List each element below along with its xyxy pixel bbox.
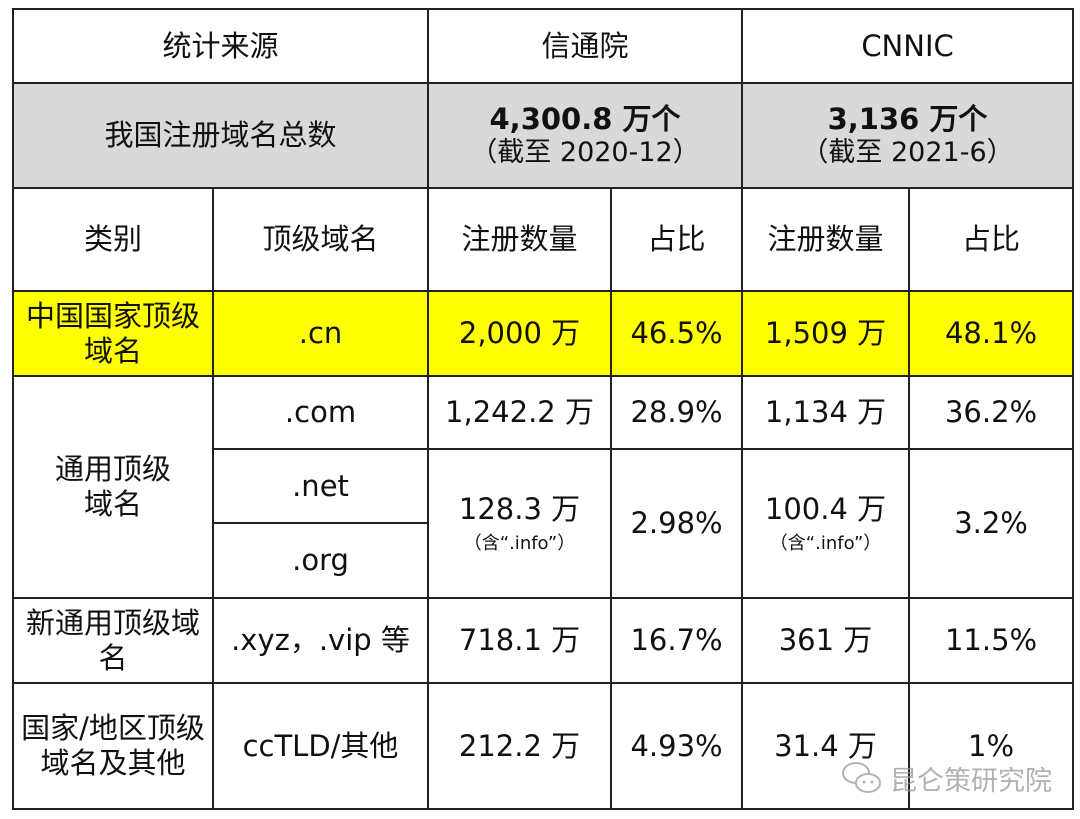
table-row: .net 128.3 万 （含“.info”） 2.98% 100.4 万 （含“.…: [13, 448, 1075, 599]
caict-share-cell: 46.5%: [610, 290, 744, 377]
caict-count-cell: 128.3 万 （含“.info”）: [427, 448, 613, 599]
col-caict-share: 占比: [610, 187, 744, 292]
cnnic-note: （含“.info”）: [769, 533, 882, 555]
cnnic-count-cell: 100.4 万 （含“.info”）: [741, 448, 911, 599]
cnnic-count-cell: 31.4 万: [741, 682, 911, 810]
col-caict-count: 注册数量: [427, 187, 613, 292]
col-cnnic-share: 占比: [908, 187, 1075, 292]
table-row: .org: [13, 522, 1073, 599]
category-cell: 国家/地区顶级域名及其他: [12, 682, 214, 810]
caict-total-date: （截至 2020-12）: [470, 136, 700, 168]
caict-header: 信通院: [427, 8, 744, 84]
col-tld: 顶级域名: [211, 187, 430, 292]
category-cell: 中国国家顶级域名: [12, 290, 214, 377]
watermark: 昆仑策研究院: [840, 758, 1052, 798]
caict-count-cell: 1,242.2 万: [427, 375, 613, 450]
caict-total-value: 4,300.8 万个: [489, 101, 681, 136]
cnnic-share-cell: 48.1%: [908, 290, 1075, 377]
wechat-icon: [842, 762, 881, 793]
cnnic-share-cell: 1%: [908, 682, 1075, 810]
table-row: 国家/地区顶级域名及其他 ccTLD/其他 212.2 万 4.93% 31.4…: [12, 682, 1075, 810]
cnnic-count-cell: 361 万: [741, 597, 911, 684]
caict-share-cell: 28.9%: [610, 375, 744, 450]
cnnic-share-cell: 11.5%: [908, 597, 1075, 684]
caict-note: （含“.info”）: [463, 533, 576, 555]
total-label: 我国注册域名总数: [11, 82, 430, 189]
caict-share-cell: 2.98%: [610, 448, 744, 599]
cnnic-header: CNNIC: [741, 8, 1075, 84]
caict-count-cell: 2,000 万: [427, 290, 613, 377]
domain-stats-table: 统计来源 信通院 CNNIC 我国注册域名总数 4,300.8 万个 （截至 20…: [11, 8, 1075, 810]
col-category: 类别: [12, 187, 214, 292]
category-cell: 通用顶级域名: [12, 375, 214, 599]
tld-cell: ccTLD/其他: [211, 682, 430, 810]
cnnic-share-cell: 3.2%: [908, 448, 1075, 599]
cnnic-total-date: （截至 2021-6）: [801, 136, 1014, 168]
caict-count-value: 128.3 万: [458, 492, 581, 527]
caict-count-cell: 212.2 万: [427, 682, 613, 810]
caict-total: 4,300.8 万个 （截至 2020-12）: [427, 82, 744, 189]
caict-share-cell: 16.7%: [610, 597, 744, 684]
tld-cell: .com: [211, 375, 430, 450]
cnnic-count-value: 100.4 万: [764, 492, 887, 527]
cnnic-count-cell: 1,509 万: [741, 290, 911, 377]
table-row: 新通用顶级域名 .xyz，.vip 等 718.1 万 16.7% 361 万 …: [12, 597, 1075, 684]
tld-cell: .org: [211, 522, 430, 599]
watermark-text: 昆仑策研究院: [890, 765, 1052, 797]
cnnic-total-value: 3,136 万个: [827, 101, 988, 136]
col-cnnic-count: 注册数量: [741, 187, 911, 292]
table-row: 通用顶级域名 .com 1,242.2 万 28.9% 1,134 万 36.2…: [12, 375, 1075, 599]
cnnic-count-cell: 1,134 万: [741, 375, 911, 450]
category-cell: 新通用顶级域名: [12, 597, 214, 684]
tld-cell: .net: [211, 448, 430, 524]
tld-cell: .cn: [211, 290, 430, 377]
table-row: 中国国家顶级域名 .cn 2,000 万 46.5% 1,509 万 48.1%: [12, 290, 1075, 377]
cnnic-total: 3,136 万个 （截至 2021-6）: [741, 82, 1075, 189]
caict-share-cell: 4.93%: [610, 682, 744, 810]
caict-count-cell: 718.1 万: [427, 597, 613, 684]
cnnic-share-cell: 36.2%: [908, 375, 1075, 450]
source-label: 统计来源: [11, 8, 430, 84]
tld-cell: .xyz，.vip 等: [211, 597, 430, 684]
